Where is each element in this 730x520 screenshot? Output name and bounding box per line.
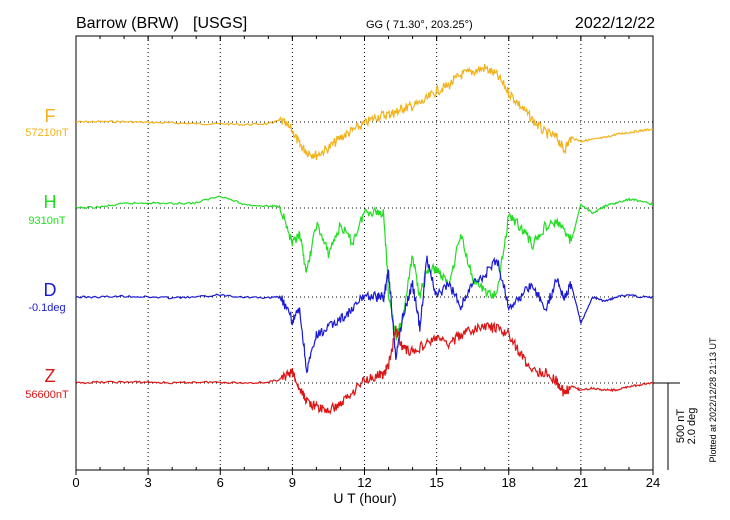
grid-lines — [147, 36, 582, 470]
scale-nt-label: 500 nT — [675, 409, 687, 444]
x-axis: 0 3 6 9 12 15 18 21 24 — [72, 36, 660, 490]
x-tick-label: 15 — [429, 475, 443, 490]
x-tick-label: 3 — [145, 475, 152, 490]
series-name-f: F — [45, 106, 56, 126]
series-baseline-z: 56600nT — [25, 389, 69, 401]
station-title: Barrow (BRW) — [76, 15, 179, 32]
series-baseline-d: -0.1deg — [28, 302, 65, 314]
series-name-d: D — [44, 280, 57, 300]
series-baseline-h: 9310nT — [28, 215, 66, 227]
x-axis-label: U T (hour) — [333, 490, 396, 506]
series-name-h: H — [44, 192, 57, 212]
date-label: 2022/12/22 — [575, 15, 655, 32]
series-name-z: Z — [45, 366, 56, 386]
scale-bar: 500 nT 2.0 deg — [653, 382, 698, 470]
series-line-d — [75, 255, 654, 374]
x-tick-label: 18 — [502, 475, 516, 490]
x-tick-label: 12 — [357, 475, 371, 490]
x-tick-label: 21 — [574, 475, 588, 490]
x-tick-label: 0 — [72, 475, 79, 490]
x-tick-label: 24 — [646, 475, 660, 490]
plotted-at-label: Plotted at 2022/12/28 21:13 UT — [708, 337, 718, 463]
series-line-z — [75, 321, 654, 415]
x-tick-label: 6 — [217, 475, 224, 490]
series-line-h — [75, 195, 654, 341]
scale-deg-label: 2.0 deg — [686, 408, 698, 445]
series-line-f — [75, 63, 654, 160]
coordinates-label: GG ( 71.30°, 203.25°) — [366, 19, 473, 31]
series-baseline-f: 57210nT — [25, 127, 69, 139]
series-curves — [75, 63, 654, 415]
x-tick-label: 9 — [289, 475, 296, 490]
source-label: [USGS] — [193, 15, 247, 32]
